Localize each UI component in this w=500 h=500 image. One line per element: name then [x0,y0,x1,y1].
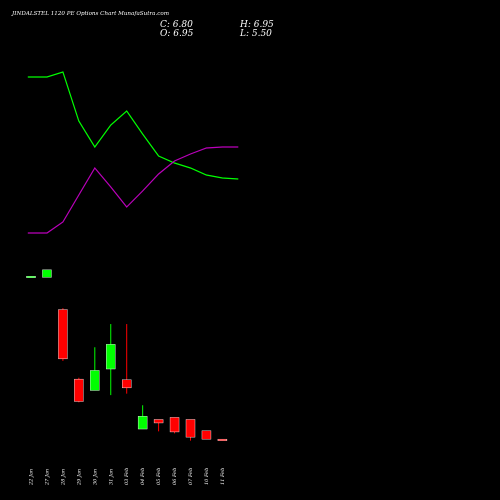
candles [26,269,228,441]
x-axis-ticks: 22 Jan 27 Jan 28 Jan 29 Jan 30 Jan 31 Jan 03 F… [29,468,226,486]
x-tick-label: 30 Jan [92,469,98,485]
candle-body [185,419,196,438]
chart-header: JINDALSTEL 1120 PE Options Chart MunafaS… [11,11,274,39]
indicator-line-2 [27,146,239,234]
x-tick-label: 28 Jan [60,469,66,486]
x-tick-label: 06 Feb [172,468,178,485]
candle [106,324,116,396]
x-tick-label: 11 Feb [220,468,226,485]
x-tick-label: 05 Feb [156,468,162,485]
candle-body [121,379,132,389]
candle [153,419,164,432]
candle [58,308,68,361]
candle-body [201,430,212,440]
candle [90,347,100,391]
x-tick-label: 03 Feb [124,468,130,485]
x-tick-label: 04 Feb [140,468,146,485]
candle-body [74,378,84,402]
candle [137,405,148,430]
candle-body [26,276,36,278]
x-tick-label: 07 Feb [188,468,194,485]
candle [121,324,132,394]
candle-body [90,370,100,391]
open-value: O: 6.95 [160,29,194,39]
candle-body [169,417,180,433]
chart-title: JINDALSTEL 1120 PE Options Chart MunafaS… [11,11,169,17]
x-tick-label: 29 Jan [76,469,82,486]
x-tick-label: 22 Jan [29,469,35,486]
close-value: C: 6.80 [160,20,193,30]
candle-body [153,419,164,424]
candle-body [137,416,148,430]
x-tick-label: 31 Jan [108,469,114,485]
candle-body [42,269,52,278]
candle [169,417,180,434]
candle [201,430,212,440]
candle-body [58,309,68,360]
x-tick-label: 10 Feb [204,468,210,485]
indicator-line-1 [27,71,239,180]
candle [185,419,196,441]
candle [74,377,84,403]
x-tick-label: 27 Jan [44,469,50,486]
indicator-lines [27,71,239,234]
high-value: H: 6.95 [239,20,274,30]
candle [26,276,36,278]
low-value: L: 5.50 [239,29,272,39]
candle [217,438,228,441]
candle [42,269,52,278]
candle-body [106,344,116,370]
candle-body [217,438,228,441]
